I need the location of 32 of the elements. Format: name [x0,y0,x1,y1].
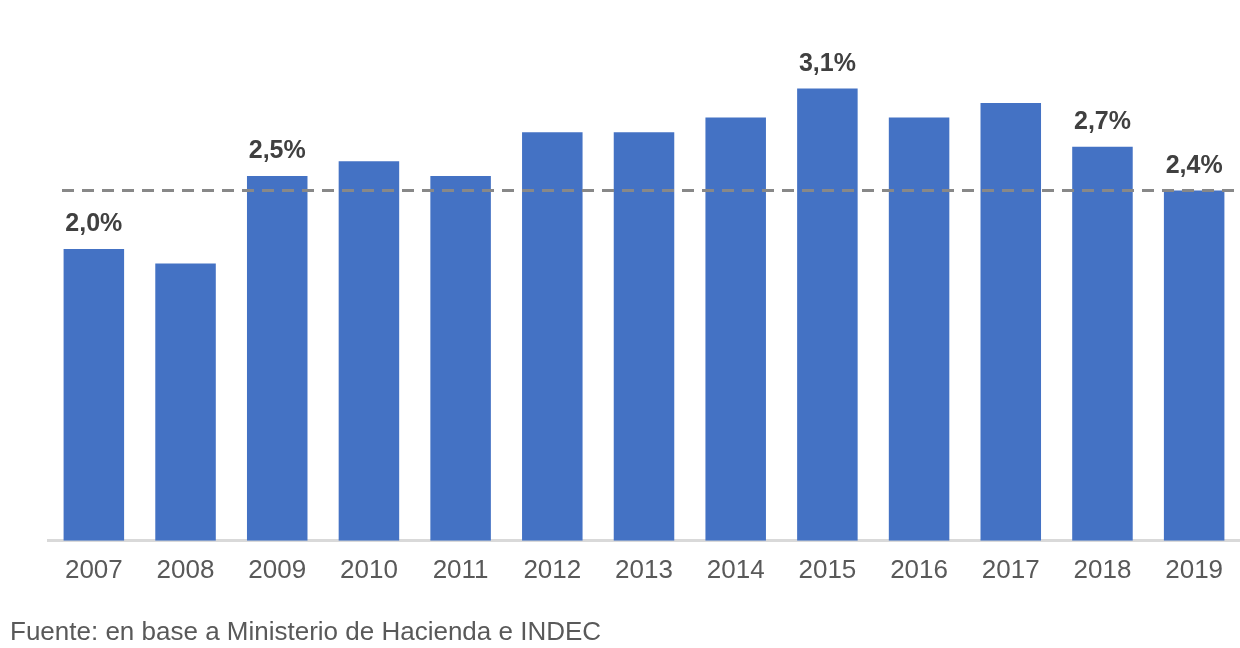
bar [1072,146,1133,541]
x-tick-label: 2016 [890,553,948,584]
x-tick-label: 2018 [1073,553,1132,584]
data-label: 2,7% [1073,106,1131,135]
bar [338,161,400,541]
source-note: Fuente: en base a Ministerio de Hacienda e INDEC [10,616,602,647]
bar [705,117,766,541]
x-tick-label: 2019 [1165,553,1224,584]
bar [522,132,583,541]
data-label: 3,1% [798,47,856,76]
bar [888,117,950,541]
x-tick-label: 2009 [248,553,307,584]
x-tick-label: 2012 [523,553,582,584]
bar [797,88,858,541]
data-label: 2,4% [1165,149,1223,178]
bar [155,263,216,541]
data-label: 2,0% [65,208,123,237]
bar [63,248,125,541]
bar [980,102,1042,541]
x-tick-label: 2014 [706,553,765,584]
bar [613,132,675,541]
x-tick-label: 2015 [798,553,857,584]
data-label: 2,5% [248,135,306,164]
x-tick-label: 2013 [615,553,673,584]
x-tick-label: 2011 [432,553,489,584]
bar [1163,190,1225,541]
x-tick-label: 2007 [64,553,123,584]
bar [430,175,491,541]
x-tick-label: 2010 [340,553,398,584]
x-tick-label: 2017 [981,553,1040,584]
x-tick-label: 2008 [156,553,215,584]
bar [246,175,308,541]
